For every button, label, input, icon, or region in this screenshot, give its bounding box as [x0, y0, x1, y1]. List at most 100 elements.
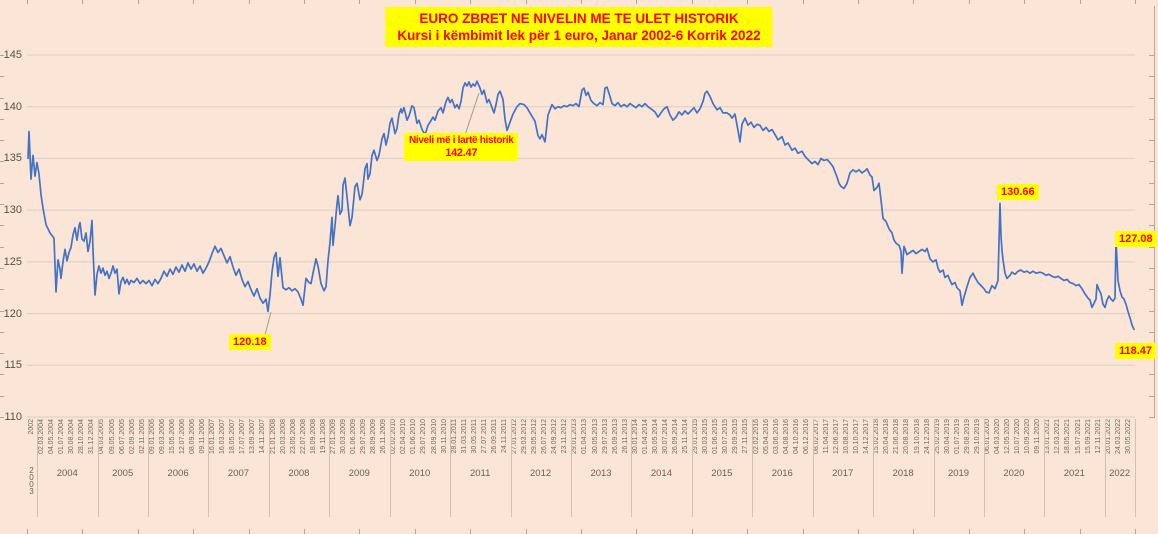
- x-axis-label-slot: 29.07.2010: [419, 419, 429, 466]
- top-tick-mark: [803, 0, 804, 4]
- y-axis-label: 130: [3, 204, 22, 217]
- x-axis-date-label: 09.01.2006: [148, 419, 156, 455]
- right-tick-mark: [1149, 332, 1155, 333]
- year-band-label: 2015: [711, 468, 733, 479]
- x-axis-date-label: 25.02.2019: [933, 419, 941, 455]
- x-axis-label-slot: 20.08.2018: [902, 419, 912, 466]
- x-axis-date-label: 06.07.2005: [118, 419, 126, 455]
- x-axis-label-slot: 09.03.2006: [158, 419, 168, 466]
- x-axis-label-slot: 23.11.2012: [560, 419, 570, 466]
- x-axis-label-slot: 04.10.2016: [792, 419, 802, 466]
- x-axis-label-slot: 08.02.2017: [812, 419, 822, 466]
- x-axis-label-slot: 19.11.2008: [319, 419, 329, 466]
- x-axis-date-label: 29.03.2012: [521, 419, 529, 455]
- right-tick-mark: [1149, 98, 1155, 99]
- x-axis-date-label: 04.08.2016: [782, 419, 790, 455]
- x-axis-date-label: 30.01.2014: [631, 419, 639, 455]
- x-axis-date-label: 31.03.2011: [460, 419, 468, 454]
- left-tick-mark: [0, 247, 4, 248]
- annotation-dip-2008: 120.18: [229, 334, 271, 350]
- bottom-tick-mark: [913, 529, 914, 534]
- x-axis-year-bands: 2003 2004 2005 2006 2007 2008 2009 2010 2011 2012…: [27, 466, 1135, 516]
- year-band-label: 2014: [650, 468, 672, 479]
- left-tick-mark: [0, 98, 4, 99]
- x-axis-date-labels: 2002 02.03.2004 04.05.2004 01.07.2004 30.08.…: [27, 419, 1135, 466]
- right-tick-mark: [1149, 161, 1155, 162]
- x-axis-date-label: 30.04.2019: [943, 419, 951, 455]
- x-axis-date-label: 01.07.2019: [953, 419, 961, 455]
- x-axis-date-label: 02.09.2005: [128, 419, 136, 455]
- y-axis-label: 135: [3, 152, 22, 165]
- year-band-label: 2018: [892, 468, 914, 479]
- x-axis-date-label: 30.11.2010: [440, 419, 448, 454]
- exchange-rate-line-svg: [27, 54, 1135, 418]
- x-axis-label-slot: 30.01.2014: [631, 419, 641, 466]
- x-axis-label-slot: 09.11.2020: [1033, 419, 1043, 466]
- y-axis-label: 120: [3, 307, 22, 320]
- x-axis-date-label: 20.03.2008: [279, 419, 287, 455]
- y-axis-label: 145: [3, 49, 22, 61]
- bottom-tick-mark: [138, 529, 139, 534]
- year-band-label: 2008: [288, 468, 310, 479]
- x-axis-label-slot: 14.11.2007: [258, 419, 268, 466]
- x-axis-date-label: 29.01.2015: [692, 419, 700, 455]
- x-axis-date-label: 01.04.2013: [581, 419, 589, 455]
- bottom-tick-mark: [249, 529, 250, 534]
- x-axis-date-label: 08.09.2006: [189, 419, 197, 455]
- x-axis-label-slot: 01.06.2015: [711, 419, 721, 466]
- leader-line-dip-2008: [264, 311, 272, 336]
- year-band-label: 2010: [409, 468, 431, 479]
- right-tick-mark: [1149, 140, 1155, 141]
- x-axis-date-label: 27.11.2015: [742, 419, 750, 454]
- year-band-label: 2016: [771, 468, 793, 479]
- x-axis-date-label: 09.03.2006: [158, 419, 166, 455]
- x-axis-label-slot: 24.12.2018: [923, 419, 933, 466]
- left-tick-mark: [0, 140, 4, 141]
- x-axis-date-label: 29.07.2010: [420, 419, 428, 455]
- year-band-label: 2005: [112, 468, 134, 479]
- x-axis-date-label: 27.01.2009: [329, 419, 337, 455]
- x-axis-label-slot: 26.11.2013: [621, 419, 631, 466]
- right-tick-mark: [1149, 225, 1155, 226]
- x-axis-date-label: 12.07.2006: [178, 419, 186, 455]
- x-axis-label-slot: 30.07.2014: [661, 419, 671, 466]
- right-tick-mark: [1149, 204, 1155, 205]
- x-axis-label-slot: 04.05.2004: [47, 419, 57, 466]
- left-tick-mark: [0, 76, 4, 77]
- x-axis-date-label: 30.03.2015: [702, 419, 710, 455]
- x-axis-date-label: 31.12.2004: [88, 419, 96, 455]
- x-axis-date-label: 02.03.2004: [38, 419, 46, 455]
- x-axis-date-label: 29.07.2009: [360, 419, 368, 455]
- x-axis-label-slot: 30.04.2019: [943, 419, 953, 466]
- x-axis-label-slot: 02.02.2016: [752, 419, 762, 466]
- y-axis-label: 140: [3, 100, 22, 113]
- bottom-tick-mark: [1135, 529, 1136, 534]
- x-axis-date-label: 19.11.2008: [319, 419, 327, 454]
- year-band-label: 2011: [469, 468, 491, 479]
- x-axis-label-slot: 30.05.2014: [651, 419, 661, 466]
- left-tick-mark: [0, 225, 4, 226]
- x-axis-label-slot: 06.01.2020: [983, 419, 993, 466]
- x-axis-label-slot: 02.11.2005: [138, 419, 148, 466]
- x-axis-date-label: 21.06.2018: [893, 419, 901, 455]
- x-axis-label-slot: 16.01.2007: [208, 419, 218, 466]
- x-axis-date-label: 13.01.2021: [1044, 419, 1052, 455]
- x-axis-label-slot: 06.07.2005: [118, 419, 128, 466]
- x-axis-label-slot: 25.11.2014: [681, 419, 691, 466]
- year-band-label: 2012: [530, 468, 552, 479]
- right-tick-mark: [1149, 374, 1155, 375]
- x-axis-date-label: 26.11.2013: [621, 419, 629, 454]
- x-axis-label-slot: 21.06.2018: [892, 419, 902, 466]
- bottom-tick-mark: [359, 529, 360, 534]
- x-axis-label-slot: 28.01.2011: [450, 419, 460, 466]
- x-axis-label-slot: 02.03.2004: [37, 419, 47, 466]
- x-axis-label-slot: 30.03.2009: [339, 419, 349, 466]
- y-axis-label: 115: [4, 359, 22, 372]
- annotation-historic-high-label: Niveli më i lartë historik: [409, 135, 514, 146]
- x-axis-label-slot: 28.10.2004: [77, 419, 87, 466]
- x-axis-label-slot: 03.06.2016: [772, 419, 782, 466]
- top-tick-mark: [526, 0, 527, 4]
- x-axis-label-slot: 01.06.2009: [349, 419, 359, 466]
- x-axis-date-label: 13.09.2007: [249, 419, 257, 455]
- x-axis-date-label: 15.05.2006: [168, 419, 176, 455]
